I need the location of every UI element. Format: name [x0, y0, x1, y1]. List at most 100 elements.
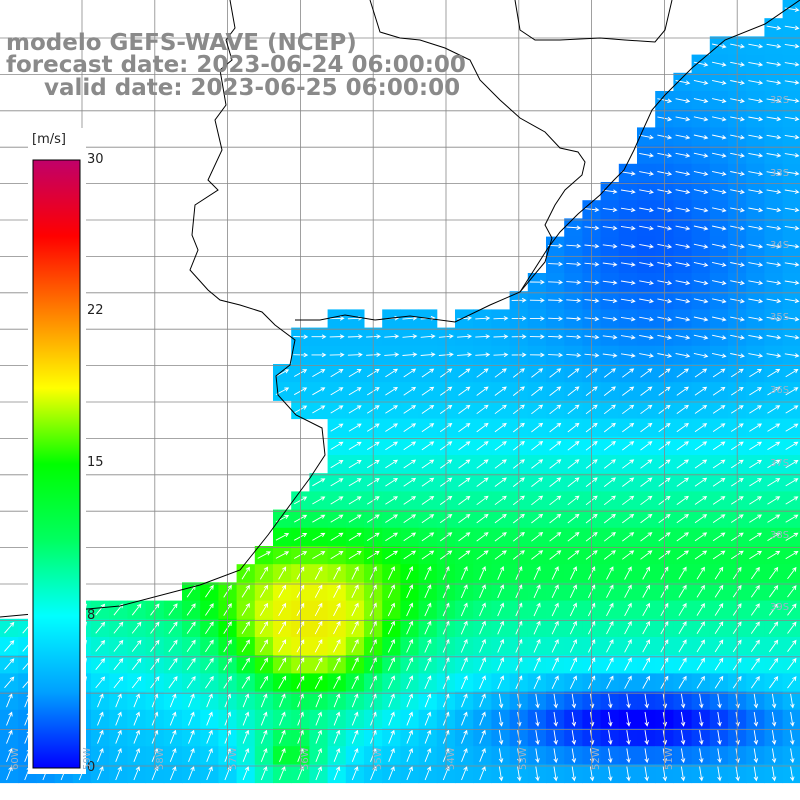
wind-arrow	[533, 584, 541, 599]
wind-arrow	[188, 729, 195, 744]
wind-arrow	[206, 747, 213, 762]
wind-arrow	[402, 334, 418, 339]
wind-arrow	[385, 496, 398, 505]
wind-arrow	[693, 61, 709, 67]
wind-arrow	[712, 441, 726, 451]
wind-arrow	[6, 747, 13, 762]
wind-arrow	[242, 693, 250, 708]
wind-arrow	[620, 280, 636, 285]
wind-arrow	[385, 386, 398, 396]
wind-arrow	[370, 766, 377, 781]
wind-arrow	[406, 638, 414, 653]
wind-arrow	[333, 675, 341, 689]
wind-arrow	[712, 207, 727, 213]
wind-arrow	[766, 153, 782, 158]
wind-arrow	[639, 207, 654, 213]
wind-arrow	[498, 711, 504, 727]
wind-arrow	[548, 298, 564, 303]
wind-arrow	[749, 405, 762, 414]
wind-arrow	[497, 584, 505, 599]
wind-arrow	[693, 116, 709, 122]
wind-arrow	[403, 532, 417, 542]
wind-arrow	[749, 550, 762, 560]
wind-arrow	[712, 189, 727, 195]
wind-arrow	[608, 748, 613, 764]
wind-arrow	[569, 638, 577, 653]
wind-arrow	[571, 748, 577, 764]
wind-arrow	[494, 532, 507, 542]
wind-arrow	[385, 423, 398, 432]
wind-arrow	[113, 621, 124, 634]
wind-arrow	[206, 766, 213, 781]
wind-arrow	[790, 748, 795, 764]
wind-arrow	[567, 368, 580, 378]
lat-label: 37S	[770, 458, 790, 469]
wind-arrow	[421, 477, 435, 487]
wind-arrow	[603, 495, 616, 506]
wind-arrow	[330, 460, 344, 469]
wind-arrow	[714, 639, 724, 653]
wind-arrow	[639, 152, 654, 158]
wind-arrow	[642, 657, 650, 671]
wind-arrow	[169, 711, 177, 726]
wind-arrow	[767, 423, 781, 432]
wind-arrow	[257, 551, 271, 559]
wind-arrow	[315, 729, 323, 744]
wind-arrow	[476, 368, 489, 378]
wind-arrow	[424, 566, 432, 580]
wind-arrow	[676, 386, 689, 396]
wind-arrow	[784, 80, 800, 85]
wind-arrow	[769, 585, 779, 598]
wind-arrow	[457, 334, 473, 339]
wind-arrow	[620, 189, 636, 194]
wind-arrow	[784, 243, 800, 249]
wind-arrow	[640, 513, 653, 524]
wind-arrow	[748, 43, 764, 49]
wind-arrow	[622, 441, 635, 451]
wind-arrow	[749, 387, 762, 396]
wind-arrow	[548, 279, 564, 285]
wind-arrow	[566, 261, 582, 267]
wind-arrow	[714, 675, 724, 689]
wind-arrow	[785, 478, 799, 487]
wind-arrow	[531, 368, 544, 378]
wind-arrow	[784, 116, 800, 122]
wind-arrow	[113, 676, 124, 689]
wind-arrow	[603, 404, 616, 415]
wind-arrow	[531, 386, 544, 396]
wind-arrow	[479, 602, 486, 617]
wind-arrow	[205, 639, 214, 653]
lat-lon-grid	[0, 0, 800, 770]
wind-arrow	[348, 551, 362, 560]
wind-arrow	[602, 298, 618, 304]
wind-arrow	[278, 584, 287, 598]
wind-arrow	[133, 747, 141, 762]
wind-arrow	[549, 550, 562, 560]
wind-arrow	[693, 316, 709, 322]
wind-arrow	[498, 766, 504, 782]
wind-arrow	[640, 404, 653, 415]
wind-arrow	[696, 584, 705, 598]
wind-arrow	[785, 551, 799, 560]
wind-arrow	[403, 459, 417, 469]
wind-arrow	[475, 352, 491, 357]
wind-arrow	[241, 566, 250, 580]
wind-arrow	[475, 315, 491, 321]
wind-arrow	[785, 496, 799, 505]
wind-arrow	[694, 477, 708, 487]
wind-arrow	[717, 693, 722, 709]
wind-arrow	[567, 513, 580, 524]
wind-arrow	[297, 766, 304, 781]
wind-arrow	[476, 459, 489, 469]
wind-arrow	[748, 152, 764, 158]
wind-arrow	[533, 675, 541, 690]
wind-arrow	[479, 693, 486, 708]
wind-arrow	[748, 134, 764, 140]
wind-arrow	[693, 207, 709, 213]
wind-arrow	[314, 566, 323, 580]
wind-arrow	[766, 171, 782, 176]
wind-arrow	[351, 693, 359, 708]
wind-arrow	[787, 585, 797, 598]
wind-arrow	[717, 748, 722, 764]
wind-arrow	[533, 638, 541, 653]
